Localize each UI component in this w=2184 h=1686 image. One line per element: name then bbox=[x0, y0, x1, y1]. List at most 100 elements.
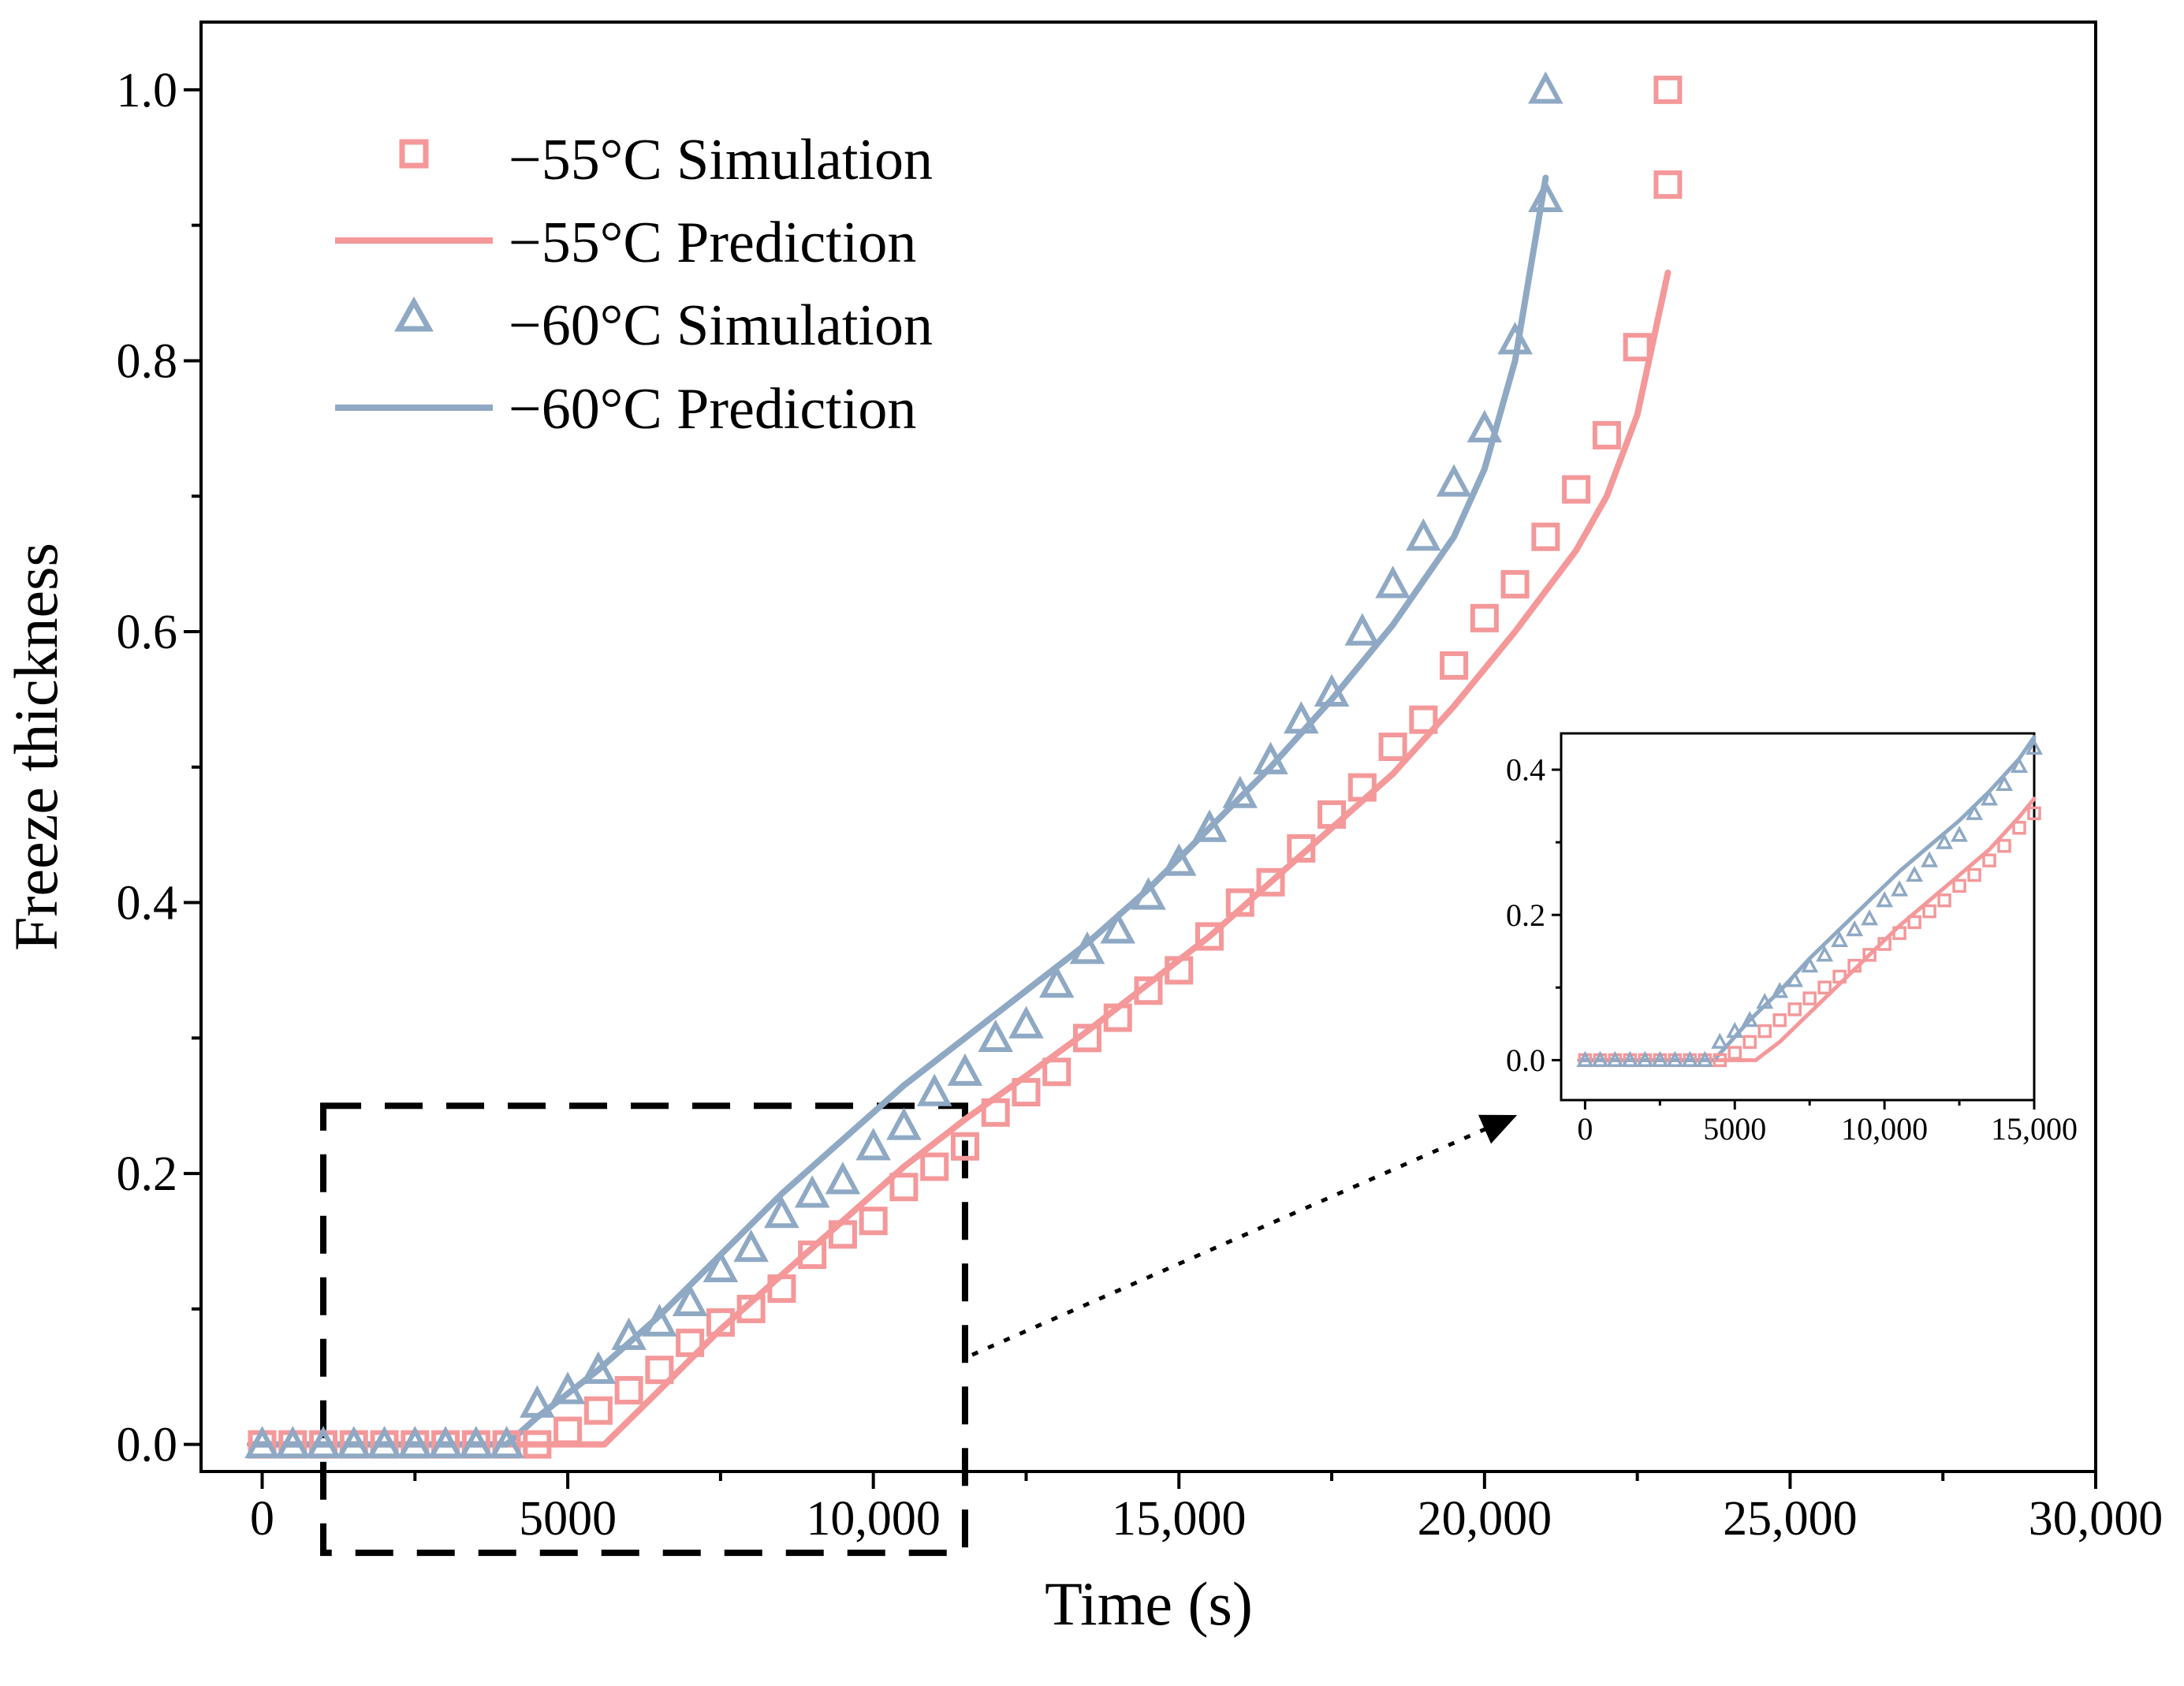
simulation-square-point bbox=[1165, 956, 1194, 985]
simulation-triangle-point bbox=[1651, 1050, 1669, 1067]
simulation-triangle-point bbox=[1436, 464, 1472, 497]
simulation-square-point bbox=[1103, 1003, 1132, 1032]
simulation-square-point bbox=[1787, 1002, 1802, 1016]
y-tick-label: 0.2 bbox=[1506, 897, 1545, 933]
simulation-triangle-point bbox=[978, 1019, 1013, 1052]
simulation-square-point bbox=[645, 1356, 674, 1385]
simulation-square-point bbox=[1907, 915, 1921, 930]
simulation-triangle-point bbox=[1636, 1050, 1654, 1067]
simulation-triangle-point bbox=[1786, 971, 1804, 987]
simulation-triangle-point bbox=[1996, 774, 2014, 792]
simulation-triangle-point bbox=[580, 1351, 617, 1384]
simulation-square-point bbox=[981, 1098, 1010, 1127]
simulation-square-point bbox=[1623, 333, 1652, 362]
legend-entry-m60-simulation: −60°C Simulation bbox=[394, 293, 933, 358]
x-tick-label: 20,000 bbox=[1418, 1492, 1552, 1546]
simulation-square-point bbox=[1470, 603, 1499, 632]
simulation-square-point bbox=[1500, 569, 1530, 599]
simulation-square-point bbox=[1012, 1078, 1041, 1107]
simulation-square-point bbox=[1134, 976, 1163, 1005]
simulation-triangle-point bbox=[825, 1162, 861, 1195]
simulation-triangle-point bbox=[367, 1426, 402, 1459]
y-axis-title: Freeze thickness bbox=[2, 543, 70, 951]
simulation-square-point bbox=[1802, 991, 1817, 1005]
simulation-triangle-point bbox=[1467, 409, 1503, 442]
simulation-triangle-point bbox=[1406, 518, 1441, 551]
simulation-square-point bbox=[1562, 475, 1591, 504]
simulation-triangle-point bbox=[794, 1175, 830, 1208]
simulation-triangle-point bbox=[1816, 946, 1834, 962]
x-tick-label: 30,000 bbox=[2029, 1492, 2164, 1546]
simulation-triangle-point bbox=[1681, 1050, 1699, 1067]
simulation-triangle-point bbox=[1846, 919, 1864, 937]
simulation-triangle-point bbox=[1861, 909, 1879, 926]
simulation-triangle-point bbox=[1696, 1050, 1714, 1067]
simulation-triangle-point bbox=[520, 1385, 555, 1418]
simulation-square-point bbox=[1653, 75, 1683, 104]
y-tick-label: 0.8 bbox=[117, 335, 178, 389]
simulation-square-point bbox=[676, 1328, 705, 1357]
simulation-triangle-point bbox=[1375, 565, 1411, 599]
simulation-square-point bbox=[920, 1152, 949, 1181]
simulation-triangle-point bbox=[764, 1195, 799, 1229]
simulation-triangle-point bbox=[855, 1128, 891, 1161]
x-tick-label: 15,000 bbox=[1112, 1492, 1247, 1546]
simulation-triangle-point bbox=[1771, 982, 1789, 998]
simulation-square-point bbox=[828, 1220, 857, 1249]
simulation-square-point bbox=[889, 1173, 919, 1202]
simulation-square-point bbox=[1757, 1024, 1772, 1039]
legend-entry-m55-prediction: −55°C Prediction bbox=[335, 211, 916, 275]
legend: −55°C Simulation −55°C Prediction −60°C … bbox=[335, 128, 933, 442]
simulation-square-point bbox=[1727, 1046, 1742, 1060]
simulation-square-point bbox=[1225, 888, 1254, 917]
x-tick-label: 5000 bbox=[519, 1492, 617, 1546]
x-tick-label: 5000 bbox=[1703, 1111, 1766, 1147]
simulation-square-point bbox=[614, 1375, 643, 1404]
x-tick-label: 0 bbox=[250, 1492, 274, 1546]
simulation-square-point bbox=[1952, 878, 1966, 893]
simulation-square-point bbox=[1531, 522, 1560, 551]
simulation-square-point bbox=[2027, 806, 2041, 821]
simulation-square-point bbox=[767, 1274, 796, 1304]
simulation-triangle-point bbox=[1801, 956, 1819, 973]
simulation-triangle-point bbox=[427, 1426, 464, 1459]
simulation-triangle-point bbox=[1726, 1021, 1744, 1039]
simulation-square-point bbox=[1378, 733, 1407, 761]
simulation-square-point bbox=[859, 1207, 888, 1236]
zoom-region-rect bbox=[320, 1102, 968, 1557]
main-plot-series bbox=[244, 71, 1683, 1459]
simulation-square-point bbox=[1440, 651, 1469, 680]
simulation-triangle-point bbox=[336, 1426, 372, 1459]
simulation-square-point bbox=[1997, 838, 2011, 853]
simulation-triangle-point bbox=[1951, 826, 1969, 842]
simulation-square-point bbox=[736, 1294, 766, 1323]
legend-triangle-marker bbox=[394, 296, 434, 332]
x-tick-label: 10,000 bbox=[1841, 1111, 1928, 1147]
simulation-triangle-point bbox=[1008, 1005, 1044, 1039]
simulation-square-point bbox=[1967, 867, 1981, 882]
legend-label-m55-simulation: −55°C Simulation bbox=[509, 128, 933, 192]
simulation-triangle-point bbox=[733, 1229, 769, 1263]
simulation-triangle-point bbox=[2011, 756, 2028, 774]
simulation-triangle-point bbox=[1606, 1050, 1624, 1067]
simulation-triangle-point bbox=[458, 1426, 494, 1459]
simulation-triangle-point bbox=[1253, 741, 1288, 774]
simulation-square-point bbox=[1937, 893, 1951, 908]
y-tick-label: 0.0 bbox=[117, 1419, 178, 1472]
legend-entry-m55-simulation: −55°C Simulation bbox=[399, 128, 933, 192]
simulation-triangle-point bbox=[1038, 965, 1075, 998]
simulation-square-point bbox=[553, 1416, 583, 1445]
simulation-triangle-point bbox=[1528, 179, 1563, 212]
simulation-square-point bbox=[1347, 773, 1377, 802]
simulation-square-point bbox=[1653, 170, 1683, 200]
simulation-square-point bbox=[706, 1308, 735, 1337]
y-tick-label: 0.0 bbox=[1506, 1043, 1545, 1078]
simulation-square-point bbox=[1892, 926, 1906, 940]
x-tick-label: 10,000 bbox=[806, 1492, 941, 1546]
simulation-triangle-point bbox=[550, 1371, 586, 1404]
simulation-square-point bbox=[1409, 705, 1438, 734]
x-tick-label: 15,000 bbox=[1991, 1111, 2078, 1147]
simulation-triangle-point bbox=[1497, 322, 1533, 355]
y-tick-label: 1.0 bbox=[117, 64, 178, 117]
inset-plot-frame bbox=[1560, 732, 2036, 1102]
